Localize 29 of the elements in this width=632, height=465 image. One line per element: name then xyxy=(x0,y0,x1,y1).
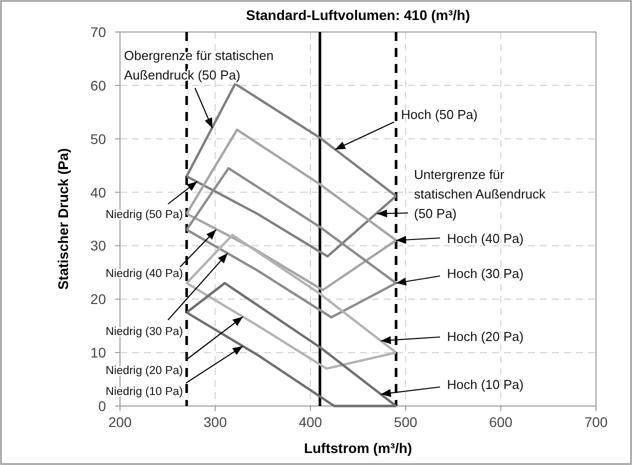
annotation: Hoch (50 Pa) xyxy=(401,107,478,122)
y-tick-label: 30 xyxy=(90,238,106,254)
annotation: Hoch (10 Pa) xyxy=(447,377,524,392)
annotation: Hoch (30 Pa) xyxy=(447,266,524,281)
x-axis-title: Luftstrom (m³/h) xyxy=(304,440,412,456)
annotation: Niedrig (30 Pa) xyxy=(106,326,184,338)
annotation: Untergrenze für statischen Außendruck (50 Pa) xyxy=(414,167,546,221)
x-tick-label: 400 xyxy=(298,414,322,430)
annotation: Niedrig (50 Pa) xyxy=(106,209,184,221)
annotation: Hoch (20 Pa) xyxy=(447,329,524,344)
x-tick-label: 300 xyxy=(204,414,228,430)
annotation: Niedrig (40 Pa) xyxy=(106,268,184,280)
x-tick-label: 500 xyxy=(394,414,418,430)
annotation: Hoch (40 Pa) xyxy=(447,231,524,246)
x-tick-label: 200 xyxy=(108,414,132,430)
y-tick-label: 40 xyxy=(90,184,106,200)
annotation: Niedrig (20 Pa) xyxy=(106,365,184,377)
y-tick-label: 0 xyxy=(98,398,106,414)
annotation: Niedrig (10 Pa) xyxy=(106,386,184,398)
y-tick-label: 50 xyxy=(90,130,106,147)
chart-title: Standard-Luftvolumen: 410 (m³/h) xyxy=(246,7,470,23)
y-axis-title: Statischer Druck (Pa) xyxy=(55,148,71,290)
y-tick-label: 70 xyxy=(90,24,106,40)
annotation: Obergrenze für statischen Außendruck (50 Pa) xyxy=(124,48,274,82)
y-tick-label: 20 xyxy=(90,291,106,308)
x-tick-label: 600 xyxy=(489,414,513,430)
x-tick-label: 700 xyxy=(584,414,608,430)
y-tick-label: 60 xyxy=(90,77,106,94)
y-tick-label: 10 xyxy=(90,344,106,361)
